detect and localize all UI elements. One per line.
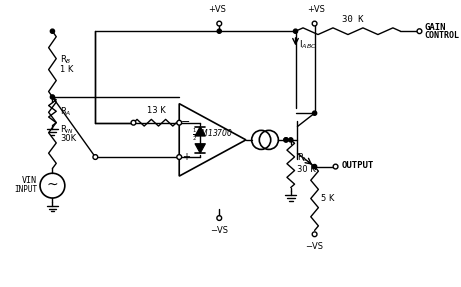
Text: +: + (182, 152, 190, 162)
Text: R$_A$: R$_A$ (60, 105, 71, 118)
Circle shape (177, 120, 182, 125)
Circle shape (313, 164, 317, 169)
Text: R$_B$: R$_B$ (60, 54, 71, 66)
Circle shape (294, 29, 298, 33)
Circle shape (50, 95, 54, 99)
Text: 30 K: 30 K (342, 15, 363, 24)
Text: $\frac{1}{2}$LM13700: $\frac{1}{2}$LM13700 (192, 127, 233, 143)
Text: +VS: +VS (307, 5, 325, 14)
Circle shape (284, 138, 288, 142)
Text: 30K: 30K (60, 134, 76, 144)
Text: OUTPUT: OUTPUT (341, 161, 373, 170)
Text: 5 K: 5 K (321, 195, 335, 203)
Circle shape (417, 29, 422, 34)
Text: 1 K: 1 K (60, 65, 73, 74)
Circle shape (312, 21, 317, 26)
Circle shape (217, 29, 221, 33)
Circle shape (131, 120, 136, 125)
Circle shape (289, 138, 293, 142)
Circle shape (177, 155, 182, 159)
Circle shape (284, 138, 288, 142)
Circle shape (217, 21, 222, 26)
Text: 30 K: 30 K (297, 165, 316, 174)
Text: CONTROL: CONTROL (424, 32, 459, 40)
Text: VIN: VIN (22, 177, 37, 185)
Circle shape (312, 232, 317, 237)
Circle shape (333, 164, 338, 169)
Circle shape (217, 216, 222, 220)
Text: 13 K: 13 K (147, 106, 165, 115)
Text: −: − (181, 117, 190, 127)
Text: −VS: −VS (210, 226, 228, 235)
Polygon shape (195, 144, 206, 153)
Circle shape (93, 155, 98, 159)
Text: ~: ~ (47, 178, 58, 192)
Text: GAIN: GAIN (424, 23, 446, 32)
Text: −VS: −VS (306, 242, 324, 251)
Text: I$_{ABC}$: I$_{ABC}$ (299, 38, 317, 51)
Text: R$_L$: R$_L$ (297, 152, 308, 164)
Text: R$_{IN}$: R$_{IN}$ (60, 123, 74, 136)
Text: INPUT: INPUT (14, 185, 37, 194)
Circle shape (313, 111, 317, 115)
Text: +VS: +VS (208, 5, 226, 14)
Polygon shape (195, 127, 206, 136)
Circle shape (50, 29, 54, 33)
